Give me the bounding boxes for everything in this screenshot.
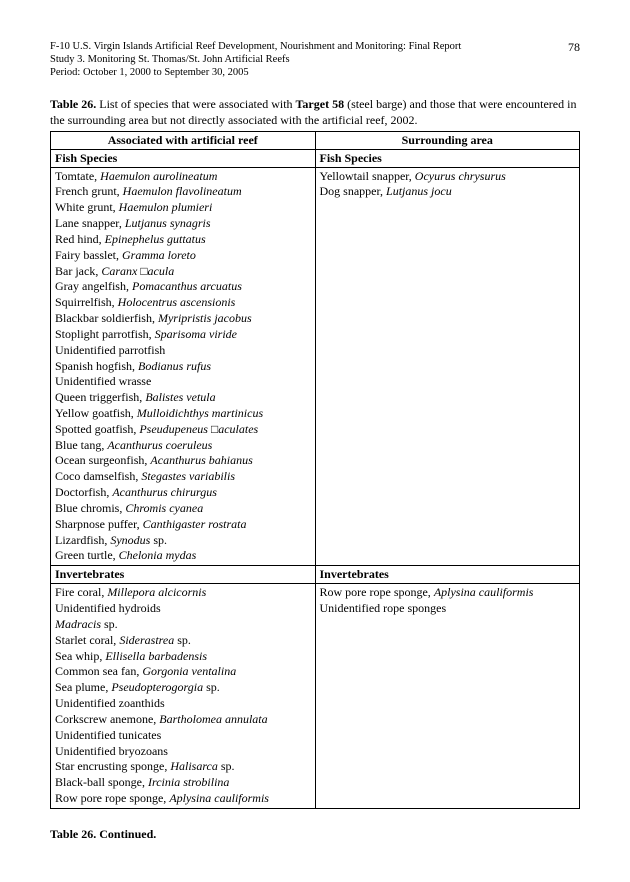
species-table: Associated with artificial reef Surround…: [50, 131, 580, 809]
surround-invert-list: Row pore rope sponge, Aplysina cauliform…: [320, 585, 576, 617]
caption-bold: Target 58: [296, 97, 345, 111]
list-item: French grunt, Haemulon flavolineatum: [55, 184, 311, 200]
list-item: Lizardfish, Synodus sp.: [55, 533, 311, 549]
list-item: Unidentified bryozoans: [55, 744, 311, 760]
list-item: Gray angelfish, Pomacanthus arcuatus: [55, 279, 311, 295]
list-item: Unidentified rope sponges: [320, 601, 576, 617]
list-item: Star encrusting sponge, Halisarca sp.: [55, 759, 311, 775]
fish-data-row: Tomtate, Haemulon aurolineatumFrench gru…: [51, 167, 580, 566]
fish-subhead-row: Fish Species Fish Species: [51, 149, 580, 167]
list-item: Unidentified zoanthids: [55, 696, 311, 712]
list-item: Yellowtail snapper, Ocyurus chrysurus: [320, 169, 576, 185]
col1-header: Associated with artificial reef: [51, 131, 316, 149]
list-item: Unidentified wrasse: [55, 374, 311, 390]
list-item: Blue tang, Acanthurus coeruleus: [55, 438, 311, 454]
list-item: Yellow goatfish, Mulloidichthys martinic…: [55, 406, 311, 422]
list-item: Unidentified hydroids: [55, 601, 311, 617]
list-item: Madracis sp.: [55, 617, 311, 633]
list-item: Sharpnose puffer, Canthigaster rostrata: [55, 517, 311, 533]
list-item: Spotted goatfish, Pseudupeneus □aculates: [55, 422, 311, 438]
list-item: Sea whip, Ellisella barbadensis: [55, 649, 311, 665]
list-item: Row pore rope sponge, Aplysina cauliform…: [55, 791, 311, 807]
list-item: Red hind, Epinephelus guttatus: [55, 232, 311, 248]
list-item: Bar jack, Caranx □acula: [55, 264, 311, 280]
list-item: Sea plume, Pseudopterogorgia sp.: [55, 680, 311, 696]
reef-fish-cell: Tomtate, Haemulon aurolineatumFrench gru…: [51, 167, 316, 566]
reef-fish-list: Tomtate, Haemulon aurolineatumFrench gru…: [55, 169, 311, 565]
list-item: White grunt, Haemulon plumieri: [55, 200, 311, 216]
table-caption: Table 26. List of species that were asso…: [50, 97, 580, 128]
page-number: 78: [568, 40, 580, 55]
reef-invert-cell: Fire coral, Millepora alcicornisUnidenti…: [51, 584, 316, 809]
list-item: Squirrelfish, Holocentrus ascensionis: [55, 295, 311, 311]
caption-text1: List of species that were associated wit…: [96, 97, 295, 111]
list-item: Green turtle, Chelonia mydas: [55, 548, 311, 564]
list-item: Corkscrew anemone, Bartholomea annulata: [55, 712, 311, 728]
list-item: Black-ball sponge, Ircinia strobilina: [55, 775, 311, 791]
list-item: Common sea fan, Gorgonia ventalina: [55, 664, 311, 680]
list-item: Spanish hogfish, Bodianus rufus: [55, 359, 311, 375]
list-item: Lane snapper, Lutjanus synagris: [55, 216, 311, 232]
list-item: Fire coral, Millepora alcicornis: [55, 585, 311, 601]
list-item: Ocean surgeonfish, Acanthurus bahianus: [55, 453, 311, 469]
invert-label-left: Invertebrates: [51, 566, 316, 584]
list-item: Starlet coral, Siderastrea sp.: [55, 633, 311, 649]
invert-label-right: Invertebrates: [315, 566, 580, 584]
fish-label-right: Fish Species: [315, 149, 580, 167]
header-line3: Period: October 1, 2000 to September 30,…: [50, 66, 461, 79]
invert-subhead-row: Invertebrates Invertebrates: [51, 566, 580, 584]
surround-fish-list: Yellowtail snapper, Ocyurus chrysurusDog…: [320, 169, 576, 201]
header-line2: Study 3. Monitoring St. Thomas/St. John …: [50, 53, 461, 66]
table-header-row: Associated with artificial reef Surround…: [51, 131, 580, 149]
page-header: F-10 U.S. Virgin Islands Artificial Reef…: [50, 40, 580, 79]
list-item: Queen triggerfish, Balistes vetula: [55, 390, 311, 406]
list-item: Dog snapper, Lutjanus jocu: [320, 184, 576, 200]
col2-header: Surrounding area: [315, 131, 580, 149]
surround-invert-cell: Row pore rope sponge, Aplysina cauliform…: [315, 584, 580, 809]
continued-label: Table 26. Continued.: [50, 827, 580, 842]
list-item: Blackbar soldierfish, Myripristis jacobu…: [55, 311, 311, 327]
list-item: Fairy basslet, Gramma loreto: [55, 248, 311, 264]
list-item: Unidentified tunicates: [55, 728, 311, 744]
invert-data-row: Fire coral, Millepora alcicornisUnidenti…: [51, 584, 580, 809]
header-line1: F-10 U.S. Virgin Islands Artificial Reef…: [50, 40, 461, 53]
list-item: Unidentified parrotfish: [55, 343, 311, 359]
list-item: Doctorfish, Acanthurus chirurgus: [55, 485, 311, 501]
list-item: Stoplight parrotfish, Sparisoma viride: [55, 327, 311, 343]
list-item: Blue chromis, Chromis cyanea: [55, 501, 311, 517]
list-item: Coco damselfish, Stegastes variabilis: [55, 469, 311, 485]
caption-lead: Table 26.: [50, 97, 96, 111]
surround-fish-cell: Yellowtail snapper, Ocyurus chrysurusDog…: [315, 167, 580, 566]
fish-label-left: Fish Species: [51, 149, 316, 167]
reef-invert-list: Fire coral, Millepora alcicornisUnidenti…: [55, 585, 311, 807]
header-text: F-10 U.S. Virgin Islands Artificial Reef…: [50, 40, 461, 79]
list-item: Row pore rope sponge, Aplysina cauliform…: [320, 585, 576, 601]
list-item: Tomtate, Haemulon aurolineatum: [55, 169, 311, 185]
